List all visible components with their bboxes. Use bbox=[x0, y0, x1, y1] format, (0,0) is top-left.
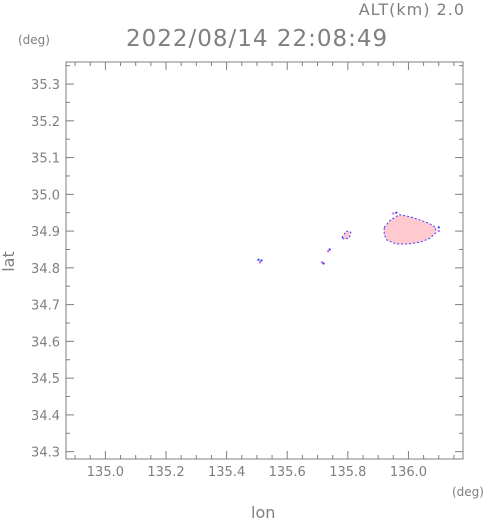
y-tick-label: 34.9 bbox=[31, 225, 60, 240]
echo-point bbox=[257, 258, 260, 261]
echo-point bbox=[392, 212, 395, 215]
y-tick-label: 34.3 bbox=[31, 446, 60, 461]
echo-point bbox=[321, 261, 324, 264]
y-axis-unit: (deg) bbox=[18, 33, 50, 47]
x-axis-label: lon bbox=[251, 503, 276, 522]
main-echo-region bbox=[383, 214, 437, 245]
echo-point bbox=[258, 261, 261, 264]
echo-layer bbox=[257, 211, 440, 265]
y-tick-label: 34.5 bbox=[31, 372, 60, 387]
x-tick-label: 136.0 bbox=[390, 465, 427, 480]
x-tick-label: 135.4 bbox=[208, 465, 245, 480]
chart-timestamp-title: 2022/08/14 22:08:49 bbox=[126, 26, 389, 52]
y-tick-label: 34.8 bbox=[31, 262, 60, 277]
echo-point bbox=[395, 211, 398, 214]
y-tick-label: 35.1 bbox=[31, 152, 60, 167]
x-tick-label: 135.0 bbox=[87, 465, 124, 480]
tick-layer bbox=[66, 62, 463, 459]
y-tick-label: 34.6 bbox=[31, 335, 60, 350]
echo-point bbox=[322, 262, 325, 265]
echo-point bbox=[328, 248, 331, 251]
echo-point bbox=[260, 259, 263, 262]
echo-point bbox=[437, 230, 440, 233]
echo-point bbox=[437, 226, 440, 229]
tick-label-layer: 34.3 34.4 34.5 34.6 34.7 34.8 34.9 35.0 35.1 35.2… bbox=[31, 78, 427, 480]
x-tick-label: 135.6 bbox=[269, 465, 306, 480]
altitude-label: ALT(km) 2.0 bbox=[358, 0, 465, 19]
y-tick-label: 35.2 bbox=[31, 115, 60, 130]
y-tick-label: 34.4 bbox=[31, 409, 60, 424]
plot-frame bbox=[65, 61, 464, 460]
x-tick-label: 135.2 bbox=[147, 465, 184, 480]
x-tick-label: 135.8 bbox=[329, 465, 366, 480]
y-tick-label: 35.3 bbox=[31, 78, 60, 93]
small-echo-region bbox=[341, 230, 352, 240]
y-tick-label: 35.0 bbox=[31, 188, 60, 203]
y-tick-label: 34.7 bbox=[31, 299, 60, 314]
x-axis-unit: (deg) bbox=[452, 485, 484, 499]
echo-point bbox=[327, 250, 330, 253]
